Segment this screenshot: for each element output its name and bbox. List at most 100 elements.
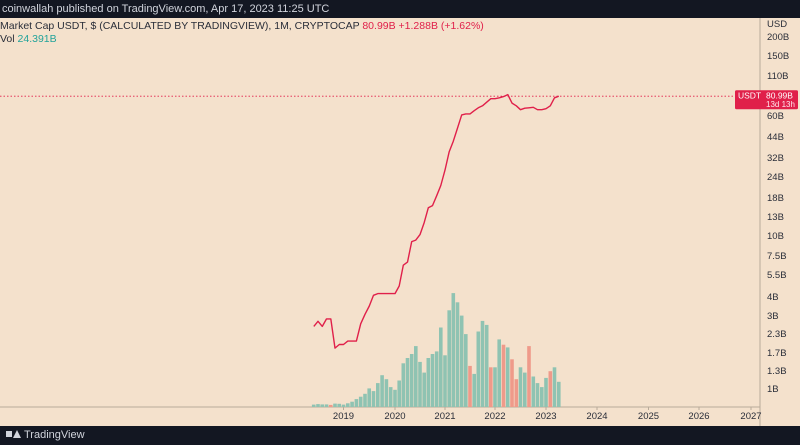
volume-bar	[376, 383, 380, 407]
x-tick-label: 2026	[688, 411, 709, 422]
volume-bar	[414, 346, 418, 407]
y-tick-label: 10B	[767, 231, 784, 242]
volume-bar	[388, 387, 393, 407]
volume-bar	[476, 331, 481, 407]
y-tick-label: 1B	[767, 384, 779, 395]
y-tick-label: 1.7B	[767, 348, 787, 359]
legend-volume-row: Vol 24.391B	[0, 33, 484, 46]
volume-bar	[472, 373, 476, 407]
y-tick-label: 44B	[767, 132, 784, 143]
volume-bar	[439, 327, 443, 407]
volume-bar	[380, 375, 384, 407]
y-tick-label: 2.3B	[767, 329, 787, 340]
publisher-text: coinwallah published on TradingView.com,…	[2, 3, 330, 15]
y-tick-label: 18B	[767, 193, 784, 204]
y-tick-label: 110B	[767, 71, 788, 82]
legend-vol-label[interactable]: Vol	[0, 33, 15, 45]
volume-bar	[557, 381, 561, 407]
publisher-bar: coinwallah published on TradingView.com,…	[0, 0, 800, 18]
bottom-brand-bar: TradingView	[0, 426, 800, 445]
brand-label: TradingView	[24, 429, 85, 441]
x-tick-label: 2019	[333, 411, 354, 422]
volume-bar	[341, 404, 346, 407]
y-tick-label: 7.5B	[767, 251, 787, 262]
y-tick-label: 60B	[767, 111, 784, 122]
x-tick-label: 2023	[535, 411, 556, 422]
legend-last-value: 80.99B	[362, 20, 396, 32]
price-tag-countdown: 13d 13h	[766, 100, 795, 109]
volume-bar	[501, 344, 506, 407]
volume-bar	[328, 404, 333, 407]
x-tick-label: 2025	[638, 411, 659, 422]
volume-bar	[552, 367, 557, 408]
volume-bar	[468, 365, 472, 407]
y-tick-label: 13B	[767, 212, 784, 223]
usdt-market-cap-line	[313, 93, 560, 349]
price-tag-symbol: USDT	[738, 91, 761, 101]
volume-bar	[443, 355, 447, 407]
volume-bar	[367, 388, 371, 407]
volume-bar	[384, 379, 389, 407]
volume-bar	[544, 377, 548, 407]
volume-bar	[493, 367, 497, 408]
last-price-tag	[735, 90, 798, 110]
volume-bar	[333, 403, 337, 407]
volume-bar	[430, 354, 435, 407]
volume-bar	[514, 379, 519, 407]
legend-vol-value: 24.391B	[17, 33, 57, 45]
volume-bar	[480, 320, 485, 407]
volume-bar	[447, 310, 451, 407]
legend-main-row: Market Cap USDT, $ (CALCULATED BY TRADIN…	[0, 20, 484, 33]
volume-bar	[316, 404, 320, 407]
y-tick-label: 5.5B	[767, 270, 787, 281]
volume-bar	[489, 367, 493, 408]
volume-bar	[371, 391, 376, 407]
y-tick-label: 3B	[767, 311, 779, 322]
volume-bar	[531, 376, 536, 407]
volume-bar	[548, 371, 553, 407]
volume-bar	[397, 380, 401, 407]
y-tick-label: 1.3B	[767, 366, 787, 377]
volume-bar	[363, 393, 367, 408]
volume-bar	[540, 387, 544, 407]
volume-bar	[337, 403, 341, 407]
volume-bar	[409, 354, 414, 407]
y-tick-label: 24B	[767, 172, 784, 183]
volume-bar	[510, 359, 514, 407]
volume-bar	[401, 363, 406, 407]
price-tag-value: 80.99B	[766, 91, 793, 101]
volume-bar	[484, 324, 489, 407]
y-tick-label: 200B	[767, 32, 789, 43]
volume-bar	[405, 358, 410, 407]
chart-legend: Market Cap USDT, $ (CALCULATED BY TRADIN…	[0, 20, 484, 46]
volume-bar	[497, 339, 501, 407]
y-tick-label: USD	[767, 19, 787, 30]
volume-bar	[311, 404, 316, 407]
volume-bar	[518, 367, 523, 408]
volume-bar	[346, 403, 350, 407]
volume-bar	[320, 404, 324, 407]
volume-bar	[422, 372, 426, 407]
y-tick-label: 4B	[767, 292, 779, 303]
legend-title[interactable]: Market Cap USDT, $ (CALCULATED BY TRADIN…	[0, 20, 360, 32]
volume-bar	[393, 389, 397, 407]
x-tick-label: 2024	[586, 411, 607, 422]
volume-bar	[350, 401, 354, 407]
volume-bar	[418, 361, 422, 407]
volume-bar	[426, 358, 431, 407]
x-tick-label: 2027	[740, 411, 761, 422]
legend-change: +1.288B (+1.62%)	[398, 20, 484, 32]
x-tick-label: 2020	[384, 411, 405, 422]
volume-bar	[527, 346, 531, 407]
y-tick-label: 150B	[767, 51, 789, 62]
volume-bar	[354, 399, 359, 407]
volume-bar	[324, 404, 329, 407]
volume-bar	[451, 293, 456, 408]
volume-bar	[523, 372, 527, 407]
x-tick-label: 2021	[434, 411, 455, 422]
volume-bar	[358, 396, 363, 407]
tradingview-logo-icon	[6, 429, 21, 439]
volume-bar	[434, 351, 439, 407]
